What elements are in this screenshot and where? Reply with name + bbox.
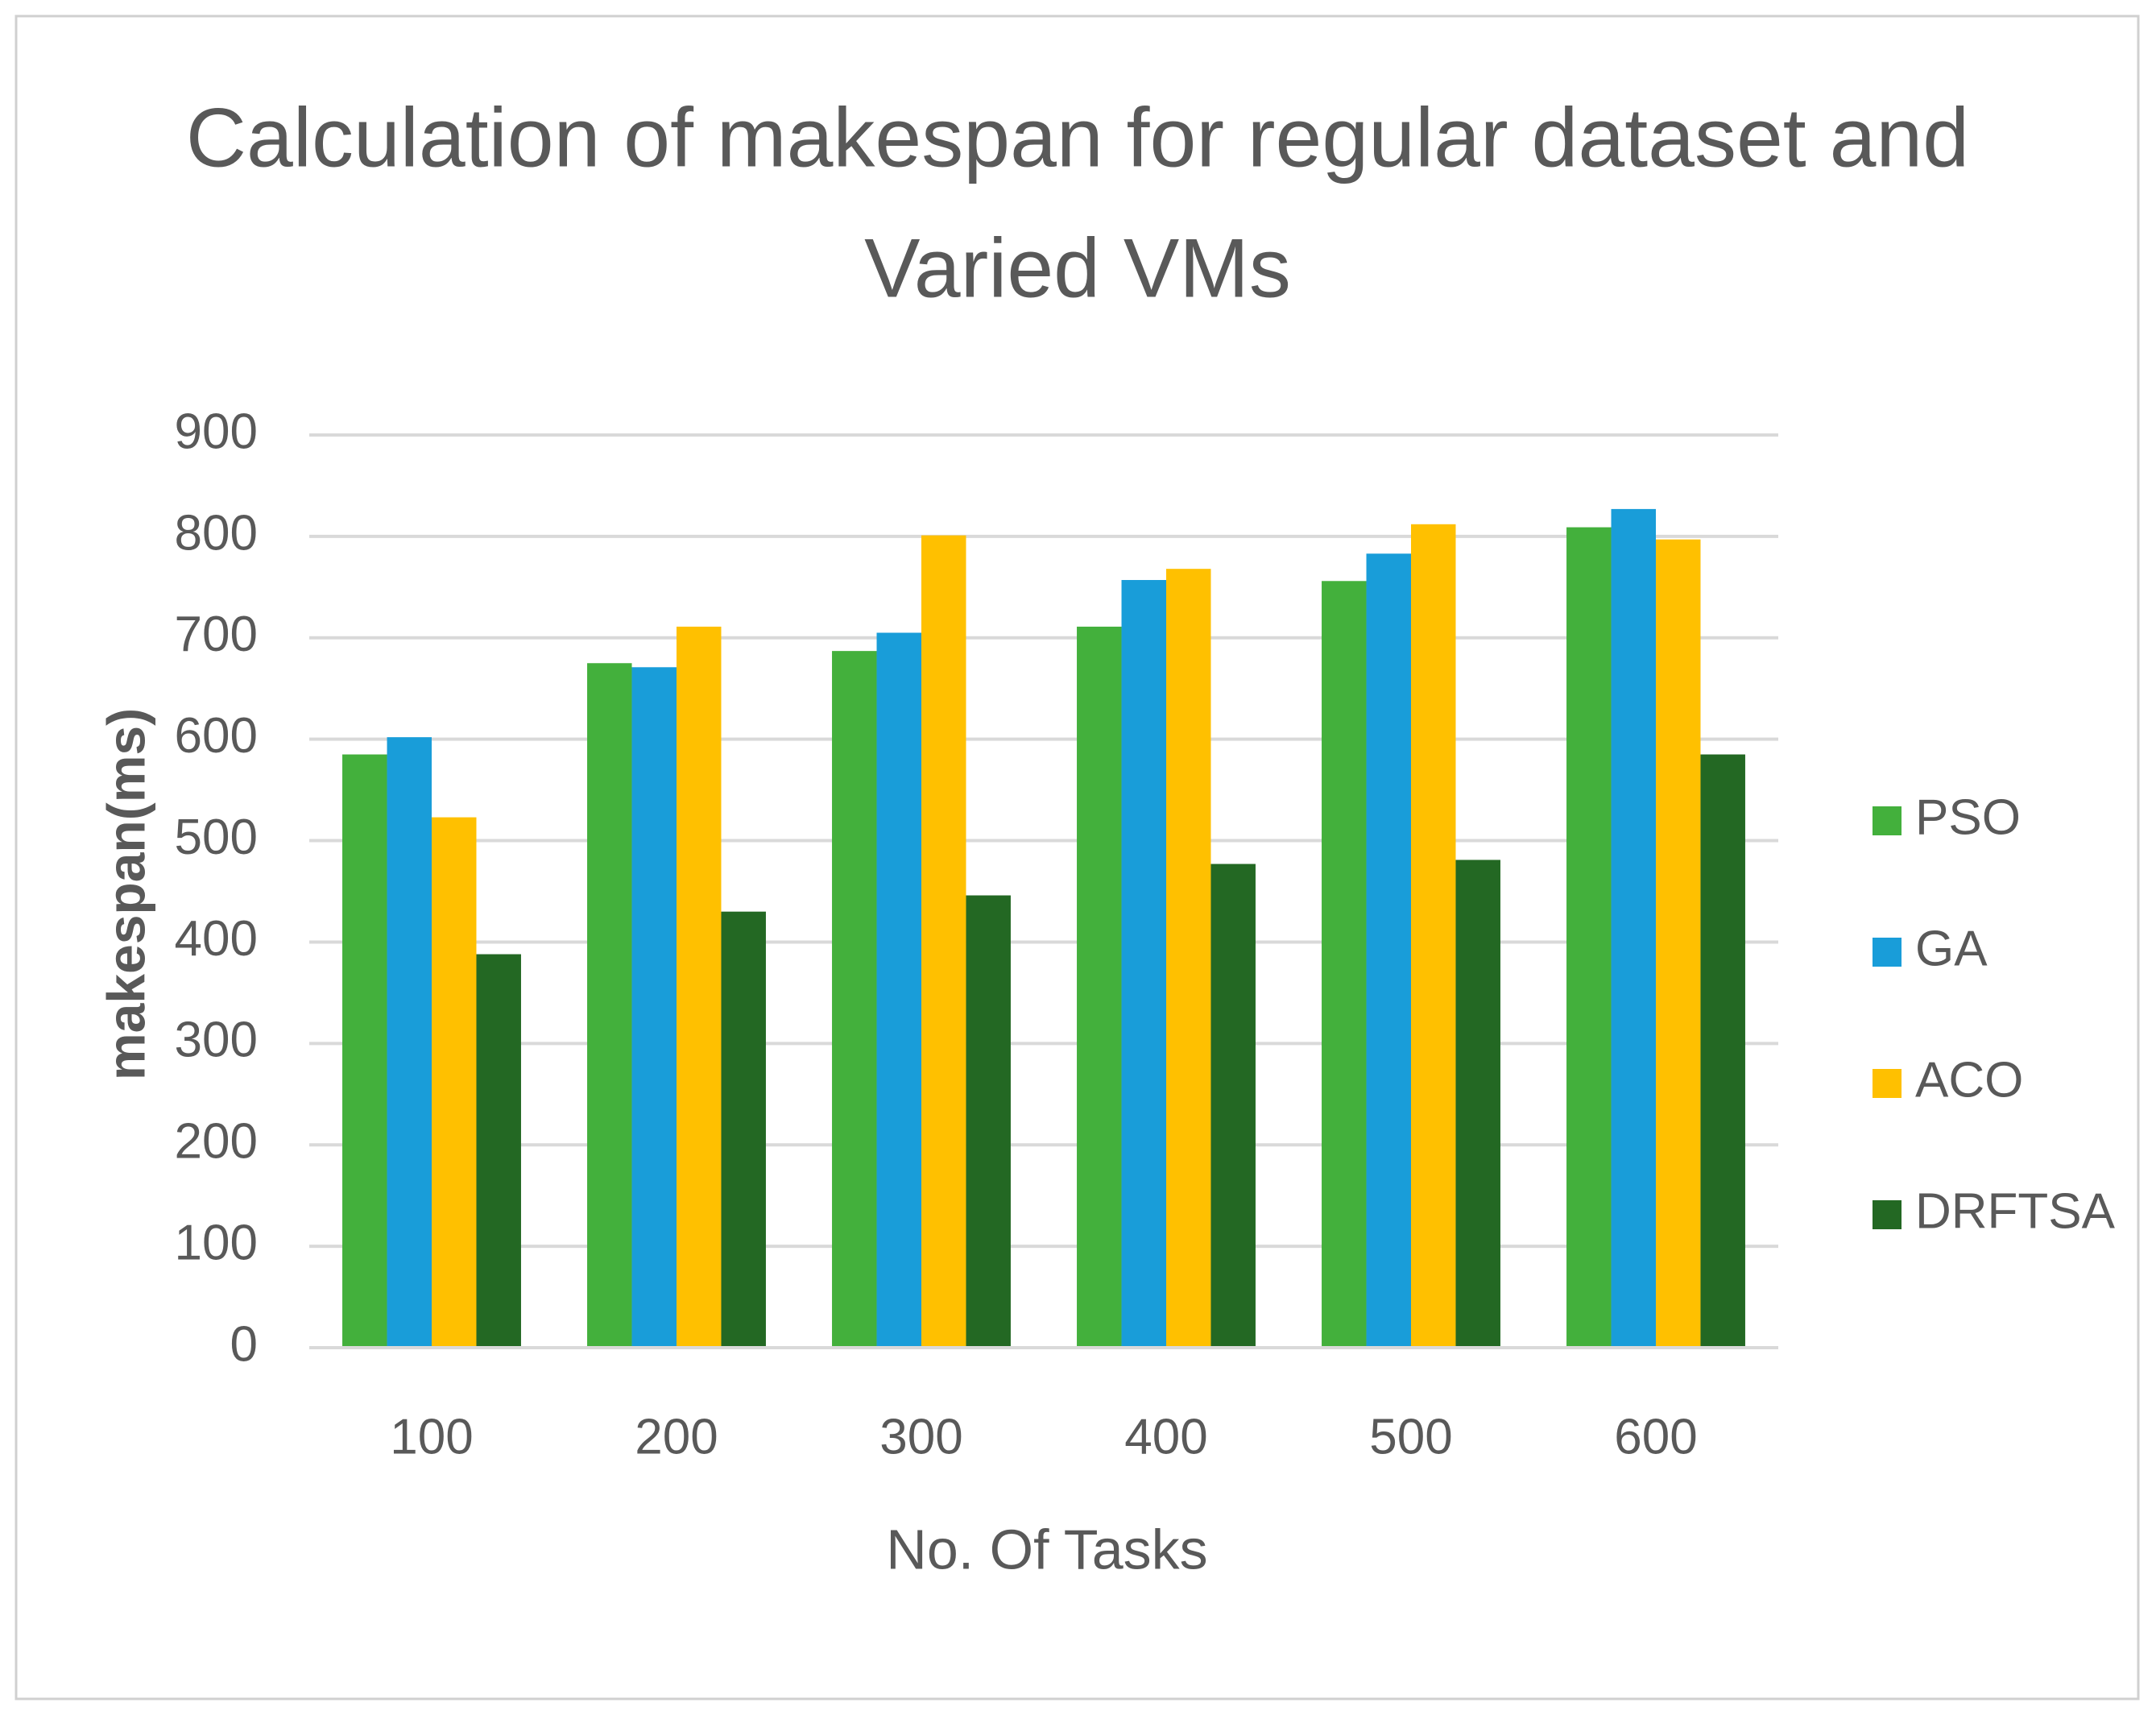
bar — [1455, 860, 1500, 1348]
x-tick-label: 200 — [635, 1409, 718, 1464]
bar — [387, 737, 432, 1348]
x-tick-label: 100 — [390, 1409, 473, 1464]
bar — [1611, 508, 1656, 1348]
legend-swatch — [1873, 938, 1902, 967]
y-tick-label: 800 — [175, 505, 258, 561]
y-tick-label: 0 — [230, 1316, 258, 1372]
y-tick-label: 100 — [175, 1215, 258, 1270]
bar — [1166, 569, 1211, 1348]
y-tick-label: 900 — [175, 404, 258, 459]
bar — [432, 817, 477, 1348]
legend-swatch — [1873, 1200, 1902, 1229]
y-axis-title: makespan(ms) — [96, 708, 155, 1080]
bar — [587, 663, 632, 1348]
y-tick-label: 300 — [175, 1013, 258, 1068]
bar — [1366, 553, 1411, 1348]
legend-label: DRFTSA — [1915, 1183, 2116, 1239]
y-tick-label: 200 — [175, 1114, 258, 1170]
bar — [1322, 581, 1367, 1348]
bar — [631, 667, 677, 1348]
y-tick-label: 500 — [175, 810, 258, 865]
chart-title: Calculation of makespan for regular data… — [186, 91, 1969, 184]
x-tick-label: 300 — [879, 1409, 962, 1464]
bar — [876, 632, 921, 1348]
legend-label: ACO — [1915, 1052, 2023, 1108]
bar — [342, 754, 387, 1348]
bar — [832, 651, 877, 1348]
x-tick-label: 600 — [1614, 1409, 1697, 1464]
bar — [1656, 539, 1701, 1348]
bar — [1121, 580, 1166, 1348]
bar — [721, 911, 766, 1348]
x-axis-title: No. Of Tasks — [886, 1518, 1207, 1580]
x-tick-label: 500 — [1369, 1409, 1452, 1464]
bar — [1077, 626, 1122, 1348]
legend-label: PSO — [1915, 789, 2021, 845]
bar — [966, 895, 1011, 1348]
y-tick-label: 400 — [175, 911, 258, 967]
y-tick-label: 700 — [175, 607, 258, 662]
bar — [1411, 524, 1456, 1348]
bar — [1210, 864, 1256, 1348]
legend-swatch — [1873, 1069, 1902, 1098]
bar — [677, 626, 722, 1348]
bar — [1566, 527, 1612, 1348]
bar — [1700, 754, 1745, 1348]
chart-title: Varied VMs — [864, 222, 1291, 315]
bar — [921, 535, 966, 1348]
legend-swatch — [1873, 806, 1902, 835]
bar — [476, 954, 521, 1348]
legend-label: GA — [1915, 921, 1988, 976]
y-tick-label: 600 — [175, 708, 258, 764]
x-tick-label: 400 — [1124, 1409, 1207, 1464]
